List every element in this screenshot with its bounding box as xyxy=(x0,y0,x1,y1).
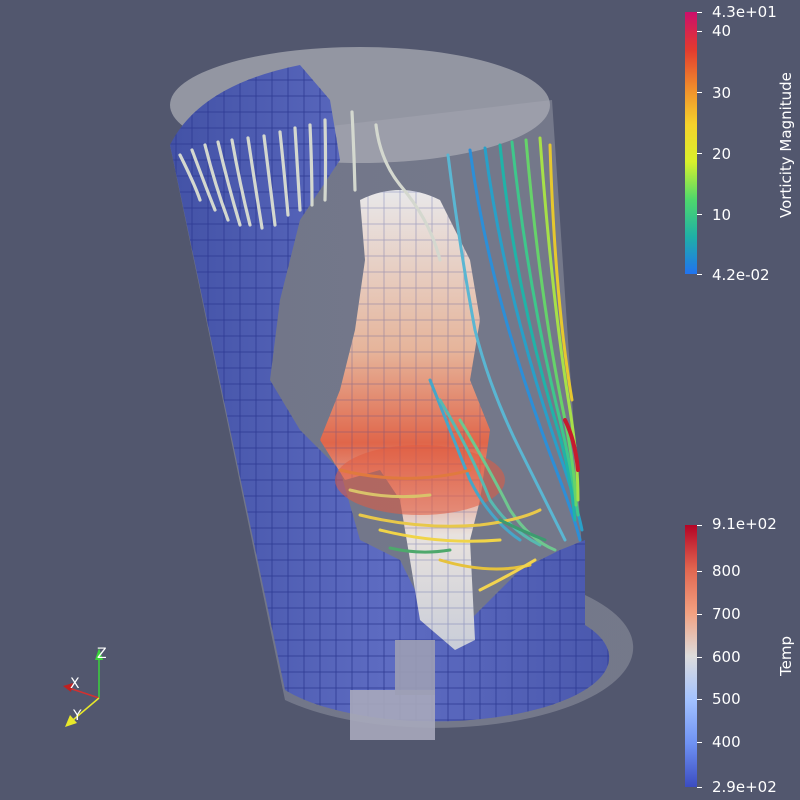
temp-tick-label: 600 xyxy=(712,648,741,666)
temp-tick xyxy=(697,571,702,572)
temp-tick-label: 800 xyxy=(712,562,741,580)
streamlines-right xyxy=(428,136,584,552)
vorticity-legend-title: Vorticity Magnitude xyxy=(777,72,795,218)
temp-tick-label: 400 xyxy=(712,733,741,751)
vorticity-tick xyxy=(697,214,702,215)
z-axis-label: Z xyxy=(97,646,107,662)
vorticity-tick xyxy=(697,31,702,32)
temp-legend-title: Temp xyxy=(777,636,795,676)
temp-max-label: 9.1e+02 xyxy=(712,515,777,533)
vorticity-tick-max xyxy=(697,12,702,13)
streamlines-left xyxy=(178,110,442,262)
temp-tick xyxy=(697,657,702,658)
temp-tick xyxy=(697,699,702,700)
temp-min-label: 2.9e+02 xyxy=(712,778,777,796)
temp-tick xyxy=(697,614,702,615)
vorticity-tick xyxy=(697,92,702,93)
x-axis-line xyxy=(68,687,100,699)
temp-tick-label: 500 xyxy=(712,690,741,708)
vorticity-tick-min xyxy=(697,274,702,275)
vorticity-tick-label: 30 xyxy=(712,84,732,102)
temp-tick-min xyxy=(697,787,702,788)
cell-shell xyxy=(170,65,610,740)
vorticity-min-label: 4.2e-02 xyxy=(712,266,770,284)
y-axis-arrow xyxy=(65,715,77,727)
orientation-axes-widget[interactable] xyxy=(55,640,125,735)
x-axis-arrow xyxy=(63,683,73,692)
z-axis-arrow xyxy=(95,648,103,660)
temp-tick-label: 700 xyxy=(712,605,741,623)
vorticity-tick-label: 40 xyxy=(712,22,732,40)
y-axis-label: Y xyxy=(73,708,82,724)
vorticity-tick-label: 10 xyxy=(712,206,732,224)
streamlines-swirl xyxy=(338,468,547,592)
temp-tick xyxy=(697,742,702,743)
vorticity-tick-label: 20 xyxy=(712,145,732,163)
y-axis-line xyxy=(72,697,100,721)
vorticity-tick xyxy=(697,153,702,154)
inner-core xyxy=(320,190,505,650)
temp-tick-max xyxy=(697,525,702,526)
temp-colorbar xyxy=(685,525,697,787)
x-axis-label: X xyxy=(70,676,80,692)
vorticity-max-label: 4.3e+01 xyxy=(712,3,777,21)
vorticity-colorbar xyxy=(685,12,697,274)
